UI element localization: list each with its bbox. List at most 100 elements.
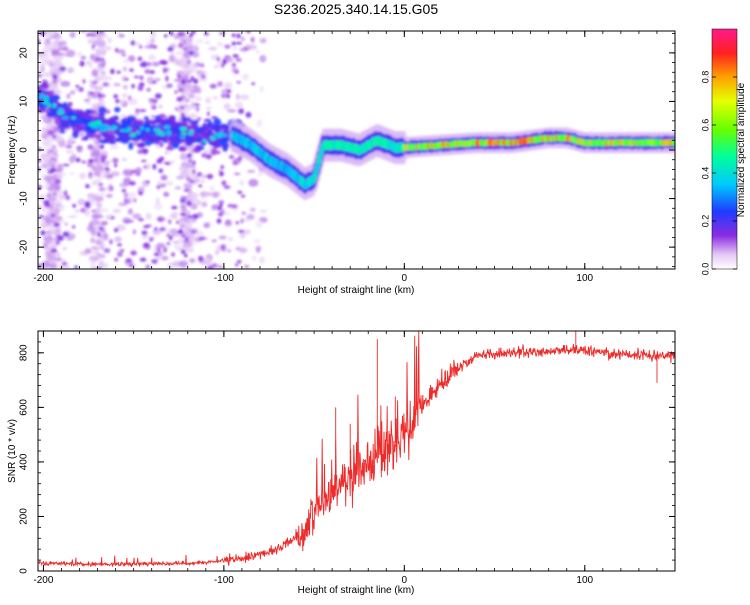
spectrogram-noise-blob [201, 259, 212, 267]
spectrogram-noise-blob [50, 144, 57, 149]
spectrogram-noise-blob [108, 185, 114, 192]
spectrogram-noise-blob [240, 94, 250, 100]
spectrogram-noise-blob [103, 160, 110, 167]
spectrogram-noise-blob [117, 243, 122, 247]
spectrogram-noise-blob [103, 263, 109, 268]
spectrogram-noise-blob [87, 193, 96, 199]
spectrogram-noise-blob [178, 61, 184, 66]
spectrogram-noise-blob [151, 115, 155, 118]
spectrogram-noise-blob [197, 70, 206, 74]
spectrogram-noise-blob [236, 259, 242, 264]
spectrogram-noise-blob [96, 231, 101, 238]
spectrogram-noise-blob [137, 56, 143, 62]
spectrogram-noise-blob [183, 253, 188, 258]
snr-xtick-label: 0 [402, 575, 408, 586]
spectrogram-noise-blob [57, 56, 65, 60]
spectrogram-noise-blob [166, 241, 171, 246]
spectrogram-noise-blob [187, 172, 192, 179]
spectrogram-noise-blob [169, 31, 174, 36]
spectrogram-noise-blob [196, 116, 202, 121]
spectrogram-noise-blob [224, 44, 231, 49]
spectrogram-noise-blob [132, 213, 142, 220]
spectrogram-noise-blob [46, 193, 51, 199]
spectrogram-y-ticks: -20 -10 0 10 20 [19, 33, 675, 267]
spectrogram-noise-blob [99, 191, 106, 197]
spectrogram-noise-blob [231, 62, 236, 68]
spectrogram-noise-blob [198, 184, 203, 188]
spectrogram-noise-blob [58, 40, 67, 46]
spectrogram-band-blob [119, 125, 126, 130]
spectrogram-ytick-label: 20 [19, 47, 30, 59]
spectrogram-noise-blob [57, 173, 63, 178]
spectrogram-noise-blob [179, 198, 186, 204]
spectrogram-noise-blob [224, 55, 231, 59]
spectrogram-noise-blob [251, 82, 256, 86]
spectrogram-noise-blob [93, 247, 100, 251]
spectrogram-noise-blob [256, 119, 262, 128]
spectrogram-band-blob [222, 145, 228, 152]
spectrogram-noise-blob [206, 111, 210, 117]
spectrogram-noise-blob [151, 80, 157, 84]
spectrogram-noise-blob [235, 157, 243, 161]
spectrogram-band-blob [147, 119, 156, 125]
spectrogram-noise-blob [183, 182, 193, 189]
spectrogram-noise-blob [125, 259, 132, 263]
spectrogram-noise-blob [66, 237, 74, 241]
spectrogram-noise-blob [129, 68, 134, 72]
spectrogram-noise-blob [79, 60, 85, 67]
spectrogram-noise-blob [97, 255, 102, 260]
spectrogram-noise-blob [88, 257, 97, 261]
spectrogram-noise-blob [183, 188, 190, 192]
spectrogram-noise-blob [113, 94, 119, 99]
spectrogram-noise-blob [185, 176, 192, 182]
spectrogram-noise-blob [211, 239, 218, 243]
spectrogram-band-blob [168, 115, 176, 123]
spectrogram-hotspot [135, 130, 141, 135]
spectrogram-band-blob [178, 146, 187, 152]
spectrogram-noise-blob [243, 47, 250, 51]
spectrogram-noise-blob [74, 209, 80, 213]
spectrogram-noise-blob [48, 263, 58, 269]
spectrogram-noise-blob [99, 208, 110, 213]
spectrogram-band-blob [132, 135, 143, 141]
spectrogram-noise-blob [69, 90, 76, 95]
spectrogram-noise-blob [176, 220, 180, 224]
spectrogram-noise-blob [232, 46, 238, 51]
spectrogram-noise-blob [160, 255, 169, 261]
spectrogram-noise-blob [126, 192, 137, 199]
spectrogram-noise-blob [259, 85, 264, 93]
spectrogram-noise-blob [223, 82, 233, 90]
spectrogram-noise-blob [59, 66, 66, 71]
spectrogram-noise-blob [80, 55, 87, 60]
spectrogram-noise-blob [164, 150, 170, 155]
spectrogram-noise-blob [115, 99, 120, 104]
spectrogram-noise-blob [228, 154, 235, 160]
spectrogram-noise-blob [144, 69, 151, 74]
spectrogram-noise-blob [54, 178, 61, 185]
spectrogram-noise-blob [50, 248, 57, 253]
spectrogram-noise-blob [218, 235, 227, 240]
spectrogram-noise-blob [152, 259, 158, 264]
spectrogram-noise-blob [143, 242, 150, 247]
spectrogram-noise-blob [159, 141, 164, 148]
spectrogram-noise-blob [38, 74, 43, 78]
spectrogram-hotspot [47, 103, 52, 108]
spectrogram-noise-blob [195, 230, 205, 239]
spectrogram-noise-blob [218, 31, 226, 36]
spectrogram-noise-blob [42, 126, 47, 131]
spectrogram-noise-blob [132, 229, 137, 235]
spectrogram-hotspot [129, 132, 137, 137]
spectrogram-noise-blob [96, 84, 102, 91]
spectrogram-noise-blob [97, 65, 103, 72]
spectrogram-band-blob [157, 135, 162, 141]
spectrogram-noise-blob [101, 221, 108, 226]
spectrogram-noise-blob [190, 228, 198, 235]
spectrogram-noise-blob [94, 193, 99, 197]
spectrogram-noise-blob [201, 201, 208, 208]
spectrogram-noise-blob [62, 163, 70, 167]
spectrogram-noise-blob [140, 61, 148, 68]
spectrogram-hotspot [39, 93, 45, 97]
spectrogram-noise-blob [226, 89, 232, 93]
spectrogram-noise-blob [235, 57, 242, 63]
